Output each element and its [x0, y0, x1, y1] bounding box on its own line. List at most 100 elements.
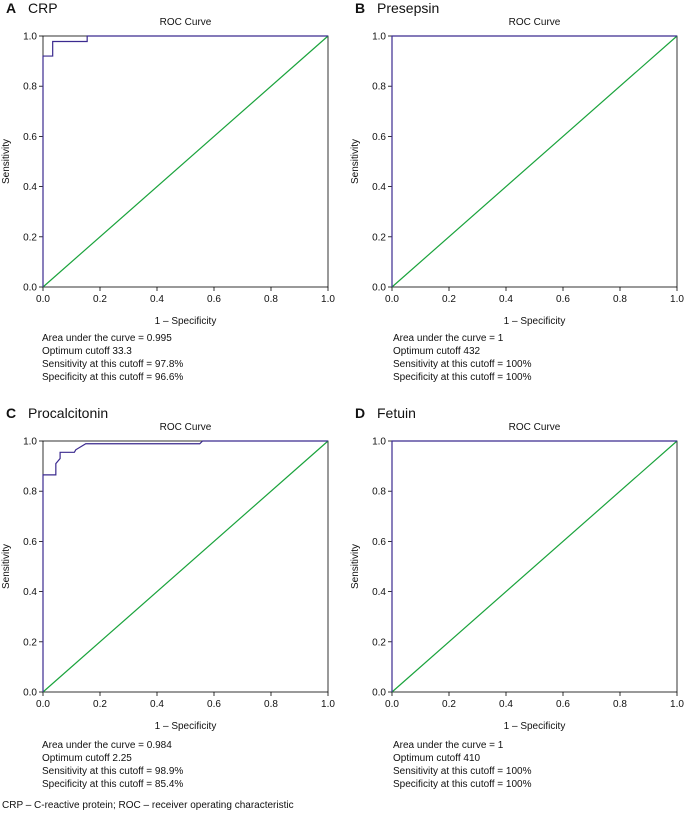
x-tick-label: 0.0 — [385, 294, 399, 305]
stat-auc: Area under the curve = 1 — [393, 740, 504, 751]
roc-curve-line — [391, 440, 677, 692]
y-tick-label: 0.6 — [23, 132, 37, 143]
x-tick-label: 0.4 — [499, 294, 513, 305]
roc-curve-line — [391, 35, 677, 287]
panel-title: Procalcitonin — [28, 405, 109, 421]
y-axis-label: Sensitivity — [350, 139, 361, 184]
x-tick-label: 0.6 — [207, 294, 221, 305]
chart-panel-a: A CRP ROC Curve 0.0 0.2 0.4 0.6 0.8 1.0 0.0 0.2 0… — [0, 0, 343, 405]
stats-block: Area under the curve = 0.984 Optimum cut… — [42, 739, 183, 791]
panel-letter: A — [6, 0, 17, 16]
panel-title: Presepsin — [377, 0, 440, 16]
x-tick-label: 0.2 — [93, 294, 107, 305]
stats-block: Area under the curve = 1 Optimum cutoff … — [393, 739, 532, 791]
y-axis-label: Sensitivity — [1, 544, 12, 589]
y-axis-label: Sensitivity — [1, 139, 12, 184]
stat-cutoff: Optimum cutoff 432 — [393, 346, 481, 357]
stats-block: Area under the curve = 0.995 Optimum cut… — [42, 332, 183, 384]
x-tick-label: 1.0 — [670, 294, 684, 305]
x-axis-label: 1 – Specificity — [504, 316, 566, 327]
stat-specificity: Specificity at this cutoff = 100% — [393, 779, 532, 790]
reference-diagonal-line — [391, 35, 678, 288]
y-tick-label: 1.0 — [23, 32, 37, 43]
stat-specificity: Specificity at this cutoff = 96.6% — [42, 372, 184, 383]
chart-title: ROC Curve — [509, 17, 561, 28]
y-tick-label: 0.6 — [372, 537, 386, 548]
x-axis-label: 1 – Specificity — [504, 721, 566, 732]
panel-letter: C — [6, 405, 17, 421]
x-tick-label: 1.0 — [670, 699, 684, 710]
chart-title: ROC Curve — [160, 422, 212, 433]
x-tick-label: 0.2 — [93, 699, 107, 710]
y-tick-label: 0.8 — [23, 487, 37, 498]
reference-diagonal-line — [42, 440, 329, 693]
x-tick-label: 0.4 — [150, 294, 164, 305]
y-tick-label: 0.6 — [372, 132, 386, 143]
footnote: CRP – C-reactive protein; ROC – receiver… — [2, 800, 294, 811]
y-tick-label: 0.8 — [372, 487, 386, 498]
chart-panel-c: C Procalcitonin ROC Curve 0.0 0.2 0.4 0.6 0.8… — [0, 405, 343, 810]
x-tick-label: 0.0 — [36, 294, 50, 305]
roc-curve-line — [42, 440, 328, 692]
roc-chart-a: ROC Curve 0.0 0.2 0.4 0.6 0.8 1.0 0.0 0.2 0.4 0.6 0… — [1, 17, 335, 327]
y-tick-label: 1.0 — [372, 32, 386, 43]
panel-letter: B — [355, 0, 366, 16]
y-tick-label: 1.0 — [372, 437, 386, 448]
y-axis-label: Sensitivity — [350, 544, 361, 589]
y-tick-label: 0.6 — [23, 537, 37, 548]
x-tick-label: 0.6 — [556, 294, 570, 305]
roc-chart-b: ROC Curve 0.0 0.2 0.4 0.6 0.8 1.0 0.0 0.2 0.4 0.6 0… — [350, 17, 684, 327]
y-tick-label: 0.0 — [372, 688, 386, 699]
x-tick-label: 0.4 — [150, 699, 164, 710]
x-tick-label: 0.0 — [385, 699, 399, 710]
roc-chart-c: ROC Curve 0.0 0.2 0.4 0.6 0.8 1.0 0.0 0.2 0.4 0.6 0… — [1, 422, 335, 732]
x-tick-label: 0.8 — [613, 699, 627, 710]
y-tick-label: 0.2 — [23, 637, 37, 648]
panel-title: CRP — [28, 0, 58, 16]
reference-diagonal-line — [42, 35, 329, 288]
chart-panel-d: D Fetuin ROC Curve 0.0 0.2 0.4 0.6 0.8 1.0 0.0 0… — [349, 405, 686, 810]
roc-curve-line — [42, 35, 328, 287]
y-tick-label: 0.0 — [23, 688, 37, 699]
x-axis-label: 1 – Specificity — [155, 721, 217, 732]
roc-chart-d: ROC Curve 0.0 0.2 0.4 0.6 0.8 1.0 0.0 0.2 0.4 0.6 0… — [350, 422, 684, 732]
y-tick-label: 0.0 — [23, 283, 37, 294]
stat-sensitivity: Sensitivity at this cutoff = 100% — [393, 359, 532, 370]
stat-auc: Area under the curve = 0.995 — [42, 333, 172, 344]
y-tick-label: 0.2 — [372, 232, 386, 243]
stat-cutoff: Optimum cutoff 33.3 — [42, 346, 132, 357]
panel-title: Fetuin — [377, 405, 416, 421]
x-tick-label: 1.0 — [321, 699, 335, 710]
stats-block: Area under the curve = 1 Optimum cutoff … — [393, 332, 532, 384]
stat-sensitivity: Sensitivity at this cutoff = 100% — [393, 766, 532, 777]
stat-specificity: Specificity at this cutoff = 85.4% — [42, 779, 184, 790]
reference-diagonal-line — [391, 440, 678, 693]
y-tick-label: 0.0 — [372, 283, 386, 294]
stat-auc: Area under the curve = 0.984 — [42, 740, 172, 751]
chart-panel-b: B Presepsin ROC Curve 0.0 0.2 0.4 0.6 0.8 1.0 0… — [349, 0, 686, 405]
stat-cutoff: Optimum cutoff 2.25 — [42, 753, 132, 764]
y-tick-label: 0.2 — [372, 637, 386, 648]
y-tick-label: 0.2 — [23, 232, 37, 243]
x-tick-label: 0.8 — [264, 294, 278, 305]
y-tick-label: 0.4 — [372, 587, 386, 598]
y-tick-label: 1.0 — [23, 437, 37, 448]
x-tick-label: 1.0 — [321, 294, 335, 305]
x-tick-label: 0.6 — [556, 699, 570, 710]
y-tick-label: 0.4 — [23, 182, 37, 193]
stat-sensitivity: Sensitivity at this cutoff = 97.8% — [42, 359, 184, 370]
stat-cutoff: Optimum cutoff 410 — [393, 753, 481, 764]
stat-sensitivity: Sensitivity at this cutoff = 98.9% — [42, 766, 184, 777]
stat-auc: Area under the curve = 1 — [393, 333, 504, 344]
x-tick-label: 0.0 — [36, 699, 50, 710]
x-tick-label: 0.4 — [499, 699, 513, 710]
y-tick-label: 0.8 — [23, 82, 37, 93]
x-tick-label: 0.2 — [442, 699, 456, 710]
x-tick-label: 0.8 — [264, 699, 278, 710]
chart-title: ROC Curve — [160, 17, 212, 28]
y-tick-label: 0.8 — [372, 82, 386, 93]
x-tick-label: 0.2 — [442, 294, 456, 305]
y-tick-label: 0.4 — [372, 182, 386, 193]
x-axis-label: 1 – Specificity — [155, 316, 217, 327]
x-tick-label: 0.6 — [207, 699, 221, 710]
